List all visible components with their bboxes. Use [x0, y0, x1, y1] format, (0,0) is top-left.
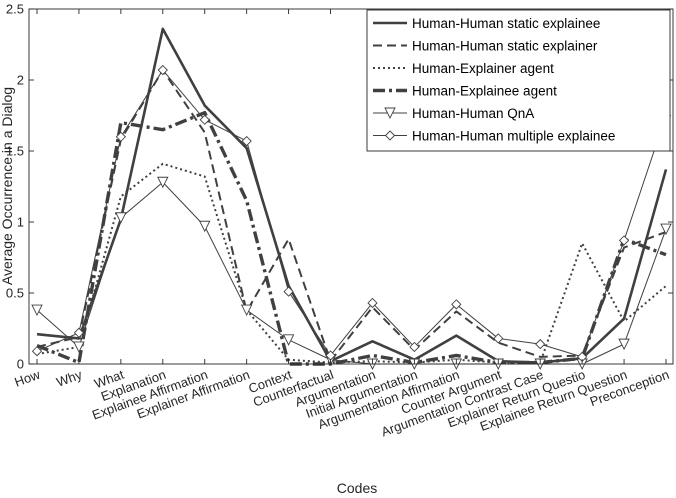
series-line — [36, 69, 667, 358]
legend-entry-human-explainer-agent: Human-Explainer agent — [373, 61, 554, 76]
legend-entry-human-human-multiple-explainee: Human-Human multiple explainee — [373, 129, 615, 144]
y-tick-label: 1.5 — [6, 144, 24, 159]
axes-box — [28, 8, 674, 365]
data-point — [618, 235, 630, 246]
data-point — [199, 220, 211, 233]
legend-label: Human-Human multiple explainee — [412, 129, 615, 144]
data-point — [31, 304, 43, 317]
data-point — [115, 212, 127, 224]
x-tick-label: Why — [54, 367, 84, 390]
legend-label: Human-Human static explainer — [412, 39, 598, 54]
series-line — [36, 110, 667, 366]
data-point — [241, 135, 252, 147]
y-tick-label: 2.5 — [6, 2, 24, 17]
y-tick-label: 1 — [17, 215, 24, 230]
data-point — [157, 64, 168, 76]
data-point — [618, 338, 630, 351]
legend-label: Human-Explainer agent — [412, 61, 554, 76]
y-tick-label: 0 — [17, 357, 24, 372]
series-line — [36, 162, 667, 364]
legend-entry-human-human-qna: Human-Human QnA — [373, 106, 534, 121]
data-point — [157, 176, 169, 189]
data-point — [283, 286, 294, 297]
series-human-human-qna — [31, 176, 672, 371]
legend-entry-human-human-static-explainee: Human-Human static explainee — [373, 16, 600, 31]
data-point — [199, 114, 210, 125]
series-human-explainer-agent — [36, 162, 667, 364]
legend-marker — [384, 130, 396, 141]
data-point — [535, 338, 546, 350]
data-point — [493, 333, 504, 344]
data-point — [240, 304, 253, 317]
y-tick-label: 0.5 — [6, 286, 24, 301]
legend-marker — [384, 107, 396, 120]
data-point — [73, 327, 85, 338]
data-point — [115, 131, 127, 142]
legend: Human-Human static explainee Human-Human … — [366, 9, 671, 152]
y-axis-title: Average Occurrence in a Dialog — [0, 87, 15, 285]
data-point — [409, 341, 420, 353]
series-human-human-static-explainee — [36, 27, 668, 364]
legend-label: Human-Explainee agent — [412, 84, 557, 99]
y-tick-label: 2 — [17, 73, 24, 88]
series-human-human-multiple-explainee — [31, 64, 672, 363]
series-human-human-static-explainer — [36, 69, 667, 363]
series-human-explainee-agent — [36, 110, 667, 366]
legend-entry-human-explainee-agent: Human-Explainee agent — [373, 84, 557, 99]
legend-label: Human-Human static explainee — [412, 16, 600, 31]
data-point — [451, 299, 462, 310]
legend-entry-human-human-static-explainer: Human-Human static explainer — [373, 39, 598, 54]
data-point — [660, 223, 672, 236]
x-axis-title: Codes — [337, 480, 377, 496]
series-line — [36, 69, 667, 363]
data-point — [73, 341, 85, 353]
data-point — [31, 346, 43, 357]
data-point — [367, 297, 378, 309]
legend-label: Human-Human QnA — [412, 106, 534, 121]
series-line — [36, 27, 668, 364]
legend-box — [366, 9, 671, 152]
data-point — [282, 334, 295, 346]
